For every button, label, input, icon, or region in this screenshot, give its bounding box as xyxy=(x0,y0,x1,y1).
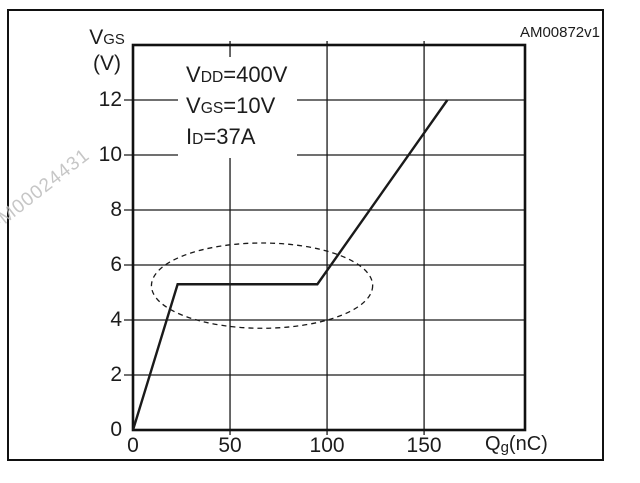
y-axis-unit: (V) xyxy=(93,52,121,75)
x-axis-symbol: Q xyxy=(485,433,501,455)
y-tick-label: 12 xyxy=(98,88,122,111)
x-axis-unit: (nC) xyxy=(508,433,548,455)
x-axis-label: Qg(nC) xyxy=(485,433,548,456)
y-axis-label: VGS (V) xyxy=(84,26,130,76)
condition-line-vgs: VGS=10V xyxy=(186,93,276,118)
figure-frame xyxy=(7,9,604,461)
y-tick-label: 10 xyxy=(98,143,122,166)
y-tick-label: 6 xyxy=(110,253,122,276)
test-conditions: VDD=400V VGS=10V ID=37A xyxy=(178,57,298,158)
y-tick-label: 2 xyxy=(110,363,122,386)
y-tick-label: 4 xyxy=(110,308,122,331)
x-tick-label: 150 xyxy=(406,434,442,457)
y-tick-label: 8 xyxy=(110,198,122,221)
condition-line-vdd: VDD=400V xyxy=(186,62,288,87)
x-tick-label: 50 xyxy=(218,434,242,457)
x-tick-label: 100 xyxy=(309,434,345,457)
y-tick-label: 0 xyxy=(110,418,122,441)
y-axis-symbol-sub: GS xyxy=(103,32,125,48)
figure-code: AM00872v1 xyxy=(519,24,600,41)
condition-line-id: ID=37A xyxy=(186,124,256,149)
x-axis-symbol-sub: g xyxy=(500,439,509,456)
x-tick-label: 0 xyxy=(127,434,139,457)
y-axis-symbol: V xyxy=(89,26,104,49)
